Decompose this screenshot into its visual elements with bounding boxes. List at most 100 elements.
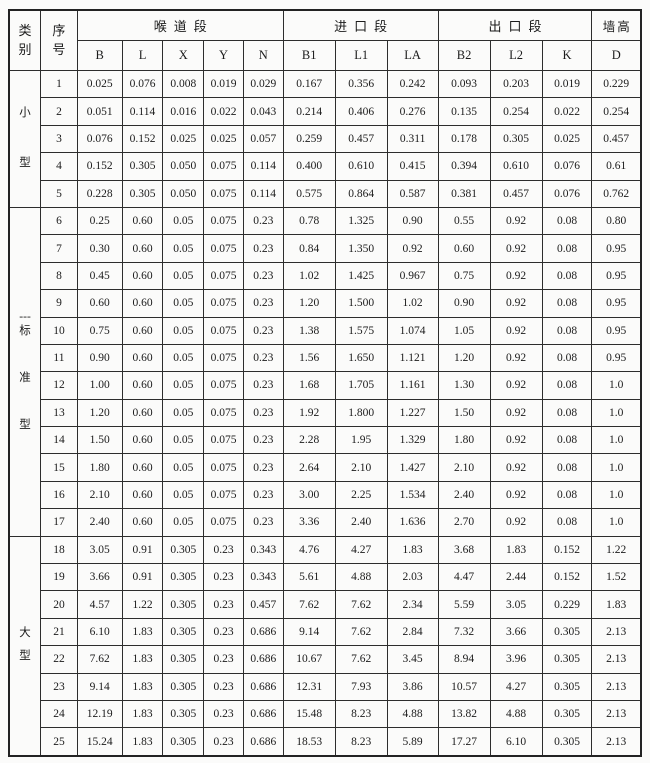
value-cell: 17.27 [437, 727, 491, 757]
value-cell: 0.08 [541, 371, 593, 400]
value-cell: 0.305 [541, 617, 593, 647]
value-cell: 4.57 [76, 590, 123, 619]
value-cell: 0.610 [334, 152, 388, 181]
value-cell: 1.68 [282, 371, 336, 400]
value-cell: 0.23 [242, 289, 284, 318]
row-number-cell: 3 [40, 124, 78, 154]
header-col-B1: B1 [282, 40, 336, 71]
value-cell: 0.08 [541, 480, 593, 510]
value-cell: 0.23 [242, 234, 284, 263]
header-col-X: X [162, 40, 205, 71]
row-number-cell: 18 [40, 535, 78, 565]
value-cell: 3.96 [489, 645, 543, 674]
value-cell: 1.30 [437, 371, 491, 400]
value-cell: 0.075 [203, 261, 244, 291]
value-cell: 0.23 [242, 508, 284, 537]
value-cell: 0.23 [203, 645, 244, 674]
value-cell: 1.350 [334, 234, 388, 263]
value-cell: 3.66 [76, 563, 123, 592]
value-cell: 0.343 [242, 563, 284, 592]
value-cell: 1.650 [334, 343, 388, 373]
value-cell: 0.05 [162, 371, 205, 400]
value-cell: 0.254 [591, 97, 642, 126]
value-cell: 0.075 [203, 206, 244, 236]
value-cell: 3.68 [437, 535, 491, 565]
value-cell: 15.48 [282, 699, 336, 729]
value-cell: 0.05 [162, 343, 205, 373]
value-cell: 0.025 [541, 124, 593, 154]
value-cell: 0.23 [203, 590, 244, 619]
value-cell: 0.356 [334, 69, 388, 99]
value-cell: 0.762 [591, 179, 642, 208]
value-cell: 2.10 [437, 453, 491, 482]
value-cell: 0.229 [591, 69, 642, 99]
value-cell: 6.10 [489, 727, 543, 757]
value-cell: 1.22 [121, 590, 164, 619]
value-cell: 0.60 [121, 261, 164, 291]
value-cell: 2.64 [282, 453, 336, 482]
value-cell: 0.75 [437, 261, 491, 291]
table-row: 小型 1 0.025 0.076 0.008 0.019 0.029 0.167 0.356 0.… [8, 69, 642, 208]
value-cell: 0.178 [437, 124, 491, 154]
header-group-row: 类 别 序 号 喉道段 进口段 出口段 墙高 [8, 9, 642, 71]
table-row: 22 7.62 1.83 0.305 0.23 0.686 10.67 7.62 3.45 8.9… [9, 645, 642, 674]
value-cell: 1.575 [334, 316, 388, 345]
header-column-row: B L X Y N B1 L1 LA B2 L2 K D [9, 40, 642, 71]
value-cell: 0.311 [386, 124, 439, 154]
value-cell: 6.10 [76, 617, 123, 647]
row-number-cell: 19 [40, 563, 78, 592]
header-col-N: N [242, 40, 284, 71]
value-cell: 0.686 [242, 727, 284, 757]
value-cell: 0.80 [591, 206, 642, 236]
value-cell: 0.05 [162, 480, 205, 510]
header-outlet-section: 出口段 [437, 9, 593, 41]
value-cell: 2.34 [386, 590, 439, 619]
value-cell: 0.92 [489, 480, 543, 510]
value-cell: 0.60 [121, 480, 164, 510]
value-cell: 0.076 [121, 69, 164, 99]
table-header: 类 别 序 号 喉道段 进口段 出口段 墙高 B L X Y N B1 L1 [8, 9, 642, 71]
value-cell: 0.60 [76, 289, 123, 318]
value-cell: 0.91 [121, 563, 164, 592]
value-cell: 0.30 [76, 234, 123, 263]
value-cell: 0.114 [121, 97, 164, 126]
value-cell: 2.13 [591, 672, 642, 701]
value-cell: 1.05 [437, 316, 491, 345]
value-cell: 0.076 [541, 179, 593, 208]
value-cell: 0.114 [242, 152, 284, 181]
header-inlet-section: 进口段 [282, 9, 439, 41]
row-number-cell: 11 [40, 343, 78, 373]
value-cell: 1.425 [334, 261, 388, 291]
value-cell: 0.025 [76, 69, 123, 99]
value-cell: 0.23 [242, 316, 284, 345]
value-cell: 9.14 [76, 672, 123, 701]
value-cell: 0.167 [282, 69, 336, 99]
value-cell: 0.08 [541, 206, 593, 236]
category-cell: 大型 [8, 535, 42, 757]
value-cell: 0.152 [541, 535, 593, 565]
value-cell: 1.38 [282, 316, 336, 345]
value-cell: 0.076 [76, 124, 123, 154]
value-cell: 1.83 [121, 672, 164, 701]
value-cell: 3.86 [386, 672, 439, 701]
value-cell: 1.95 [334, 426, 388, 455]
value-cell: 0.610 [489, 152, 543, 181]
value-cell: 0.92 [489, 343, 543, 373]
value-cell: 0.259 [282, 124, 336, 154]
value-cell: 0.60 [121, 289, 164, 318]
value-cell: 0.050 [162, 152, 205, 181]
value-cell: 0.23 [242, 426, 284, 455]
value-cell: 3.36 [282, 508, 336, 537]
value-cell: 0.075 [203, 316, 244, 345]
value-cell: 0.025 [162, 124, 205, 154]
value-cell: 5.89 [386, 727, 439, 757]
value-cell: 0.05 [162, 234, 205, 263]
value-cell: 4.27 [489, 672, 543, 701]
category-label: --- 标准型 [10, 208, 40, 535]
row-number-cell: 15 [40, 453, 78, 482]
value-cell: 0.08 [541, 234, 593, 263]
row-number-cell: 20 [40, 590, 78, 619]
value-cell: 1.500 [334, 289, 388, 318]
value-cell: 0.075 [203, 453, 244, 482]
value-cell: 0.08 [541, 316, 593, 345]
